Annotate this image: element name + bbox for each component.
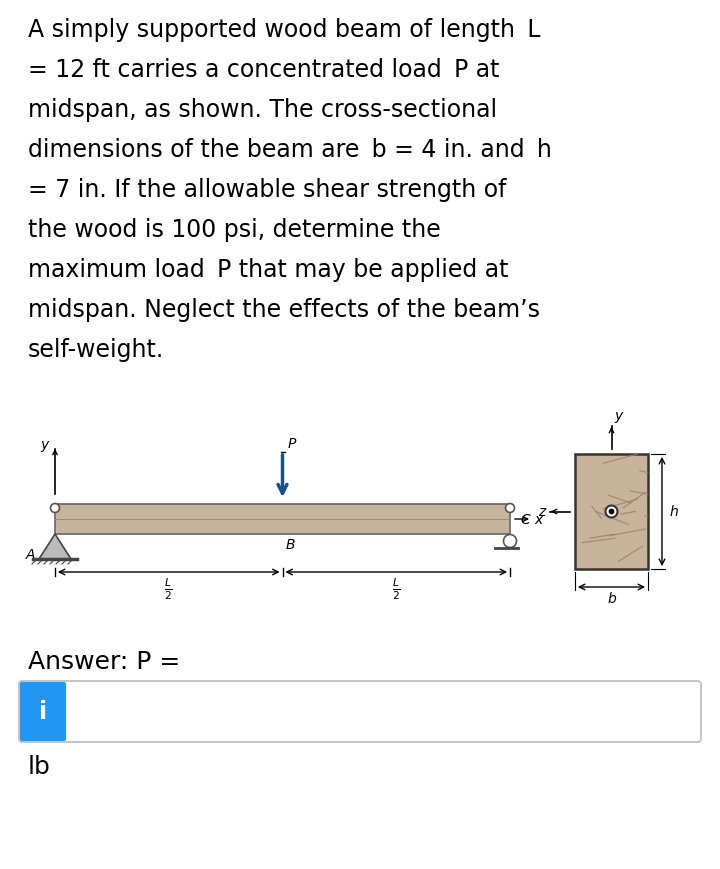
Text: the wood is 100 psi, determine the: the wood is 100 psi, determine the xyxy=(28,218,441,242)
Text: P: P xyxy=(287,436,296,450)
Circle shape xyxy=(503,535,516,547)
Circle shape xyxy=(609,510,613,514)
Text: Answer: P =: Answer: P = xyxy=(28,649,180,673)
Text: B: B xyxy=(286,537,295,551)
Text: i: i xyxy=(39,700,47,724)
Text: = 12 ft carries a concentrated load  P at: = 12 ft carries a concentrated load P at xyxy=(28,58,500,82)
Text: self-weight.: self-weight. xyxy=(28,338,164,362)
Text: x: x xyxy=(534,513,542,527)
Bar xyxy=(575,454,648,569)
Text: midspan. Neglect the effects of the beam’s: midspan. Neglect the effects of the beam… xyxy=(28,298,540,322)
Polygon shape xyxy=(39,534,71,560)
Text: = 7 in. If the allowable shear strength of: = 7 in. If the allowable shear strength … xyxy=(28,178,506,202)
Text: $\frac{L}{2}$: $\frac{L}{2}$ xyxy=(392,575,400,600)
Text: $\frac{L}{2}$: $\frac{L}{2}$ xyxy=(164,575,173,600)
Text: h: h xyxy=(670,505,679,519)
Circle shape xyxy=(50,504,60,513)
Circle shape xyxy=(505,504,515,513)
Circle shape xyxy=(606,506,618,518)
Text: y: y xyxy=(41,437,49,452)
Text: maximum load  P that may be applied at: maximum load P that may be applied at xyxy=(28,258,508,282)
Text: A: A xyxy=(25,547,35,561)
Text: lb: lb xyxy=(28,754,51,778)
FancyBboxPatch shape xyxy=(20,682,66,741)
Text: b: b xyxy=(607,591,616,606)
Text: midspan, as shown. The cross-sectional: midspan, as shown. The cross-sectional xyxy=(28,98,497,122)
FancyBboxPatch shape xyxy=(19,681,701,742)
Text: C: C xyxy=(520,513,530,527)
Bar xyxy=(55,504,510,534)
Text: y: y xyxy=(614,408,623,422)
Text: z: z xyxy=(538,505,545,519)
Text: A simply supported wood beam of length  L: A simply supported wood beam of length L xyxy=(28,18,541,42)
Text: dimensions of the beam are  b = 4 in. and  h: dimensions of the beam are b = 4 in. and… xyxy=(28,138,552,162)
